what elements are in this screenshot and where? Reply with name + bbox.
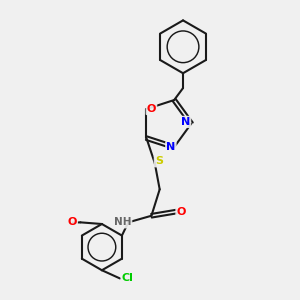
Text: N: N	[166, 142, 176, 152]
Text: O: O	[68, 218, 77, 227]
Text: Cl: Cl	[122, 274, 134, 284]
Text: O: O	[176, 207, 186, 217]
Text: S: S	[155, 156, 163, 166]
Text: NH: NH	[114, 218, 131, 227]
Text: N: N	[181, 117, 190, 127]
Text: O: O	[147, 104, 156, 114]
